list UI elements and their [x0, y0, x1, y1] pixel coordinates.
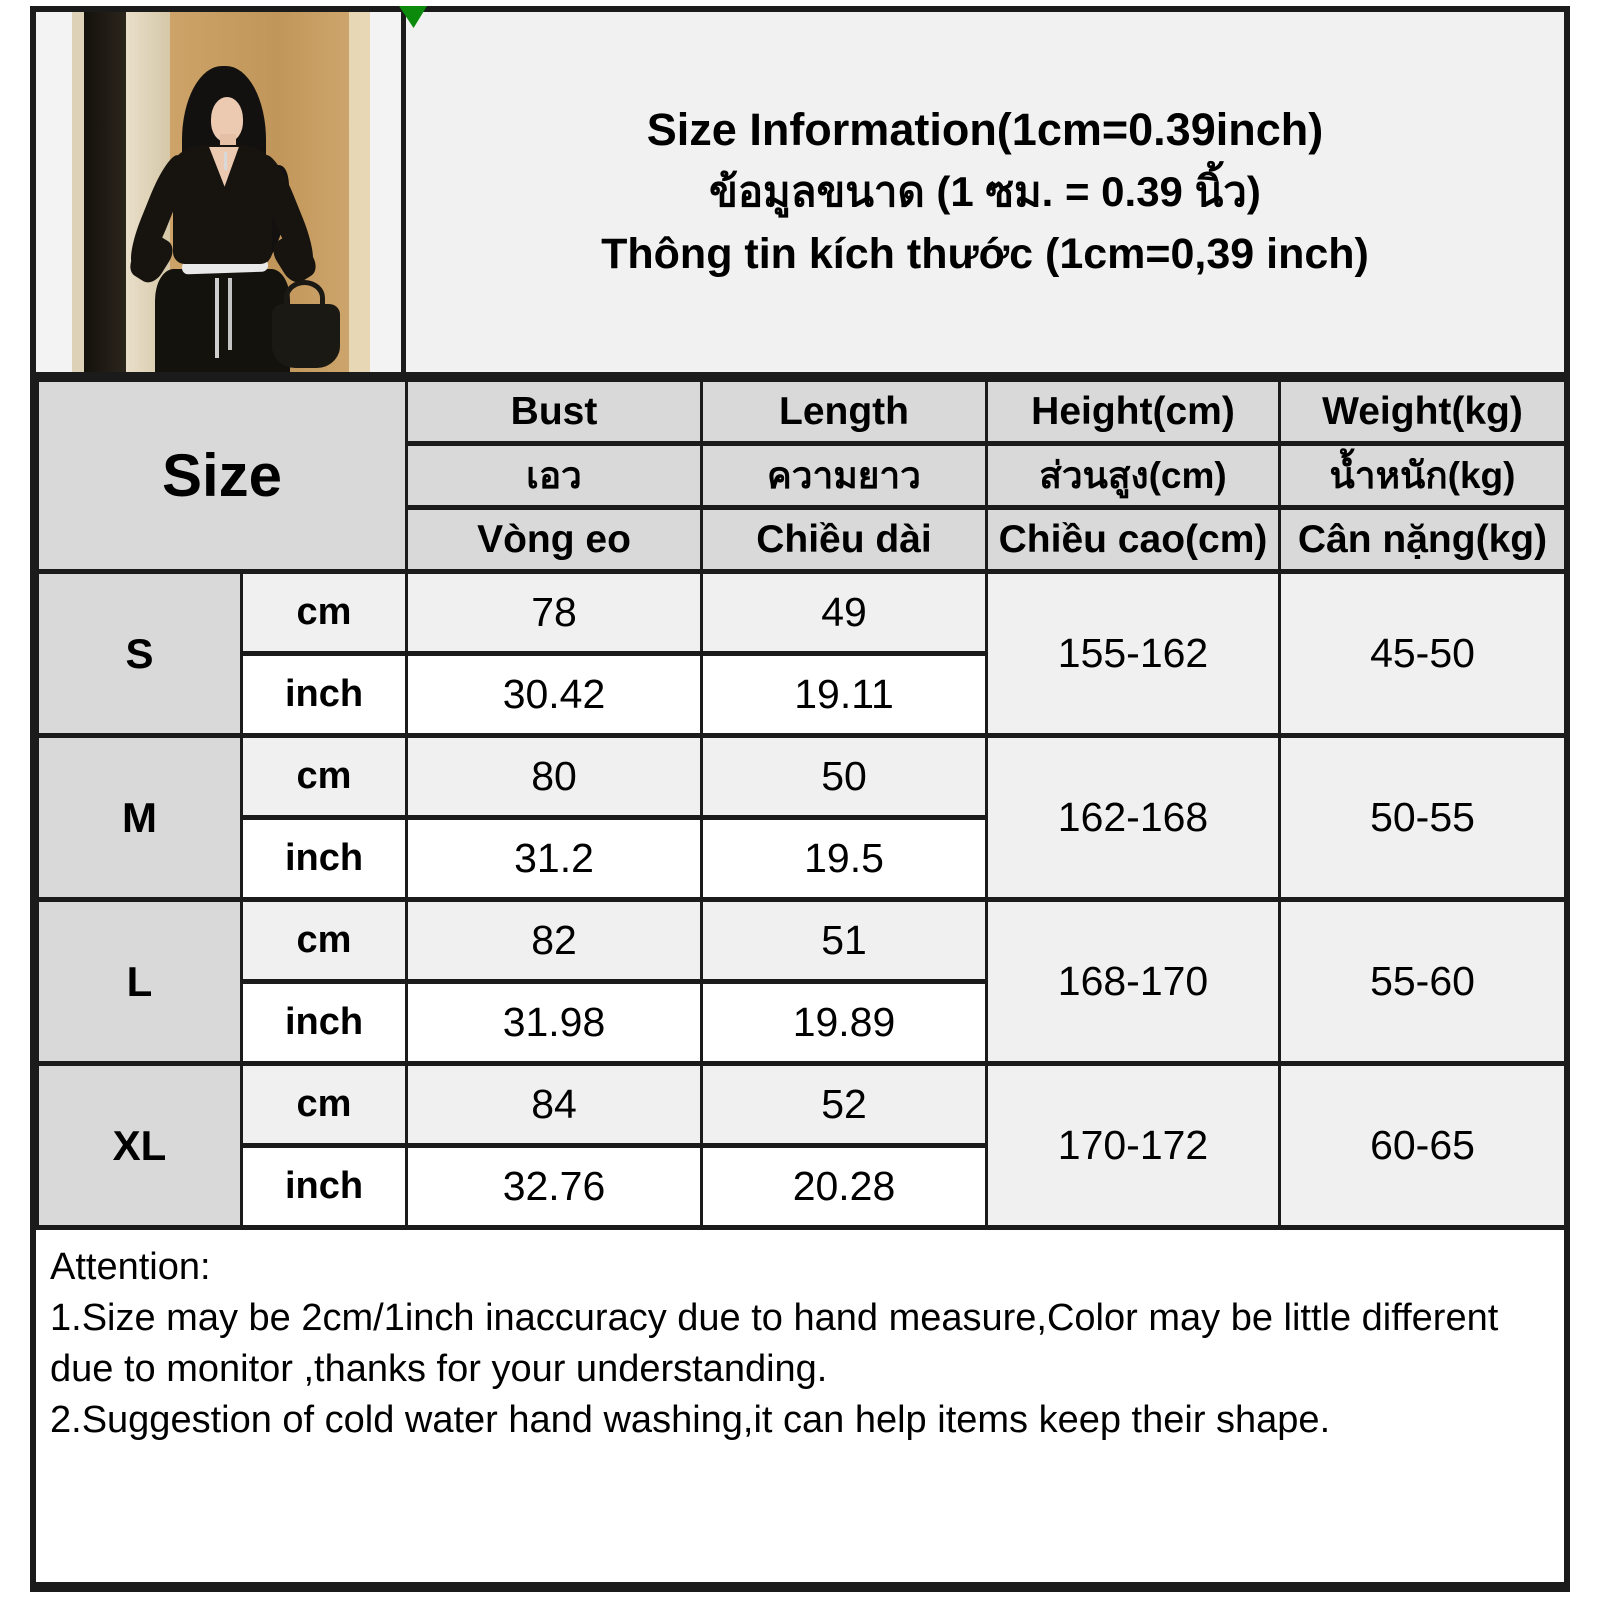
- col-header-height-th: ส่วนสูง(cm): [985, 441, 1281, 510]
- table-row-l-inch: inch 31.98 19.89: [38, 979, 1565, 1066]
- col-header-height-vi: Chiều cao(cm): [985, 505, 1281, 574]
- attention-note-2: 2.Suggestion of cold water hand washing,…: [50, 1399, 1331, 1441]
- l-weight-range: 55-60: [1278, 897, 1564, 1066]
- xl-length-cm: 52: [700, 1061, 988, 1148]
- m-length-cm: 50: [700, 733, 988, 820]
- header-row-vietnamese: Vòng eo Chiều dài Chiều cao(cm) Cân nặng…: [38, 505, 1564, 574]
- col-header-length-vi: Chiều dài: [700, 505, 988, 574]
- col-header-bust-vi: Vòng eo: [405, 505, 703, 574]
- photo-handbag-handle: [283, 280, 326, 317]
- m-length-inch: 19.5: [700, 815, 988, 902]
- photo-necklace: [223, 152, 227, 171]
- s-weight-range: 45-50: [1278, 569, 1564, 738]
- s-bust-inch: 30.42: [405, 651, 703, 738]
- table-row-m-inch: inch 31.2 19.5: [38, 815, 1565, 902]
- photo-dark-doorway: [83, 12, 126, 372]
- size-label-l: L: [36, 897, 243, 1066]
- l-bust-cm: 82: [405, 897, 703, 984]
- s-height-range: 155-162: [985, 569, 1281, 738]
- table-row-s-inch: inch 30.42 19.11: [38, 651, 1565, 738]
- title-thai: ข้อมูลขนาด (1 ซม. = 0.39 นิ้ว): [709, 168, 1261, 215]
- col-header-weight-th: น้ำหนัก(kg): [1278, 441, 1564, 510]
- col-header-weight-vi: Cân nặng(kg): [1278, 505, 1564, 574]
- product-photo: [72, 12, 370, 372]
- attention-section: Attention: 1.Size may be 2cm/1inch inacc…: [36, 1230, 1564, 1582]
- xl-weight-range: 60-65: [1278, 1061, 1564, 1230]
- col-header-height-en: Height(cm): [985, 377, 1281, 446]
- xl-height-range: 170-172: [985, 1061, 1281, 1230]
- unit-label-cm: cm: [240, 569, 408, 656]
- col-header-length-th: ความยาว: [700, 441, 988, 510]
- xl-length-inch: 20.28: [700, 1143, 988, 1230]
- photo-light-column: [349, 12, 370, 372]
- size-corner-header: Size: [36, 377, 408, 574]
- m-height-range: 162-168: [985, 733, 1281, 902]
- unit-label-cm: cm: [240, 897, 408, 984]
- col-header-length-en: Length: [700, 377, 988, 446]
- size-label-xl: XL: [36, 1061, 243, 1230]
- unit-label-inch: inch: [240, 979, 408, 1066]
- size-chart-sheet: Size Information(1cm=0.39inch) ข้อมูลขนา…: [30, 6, 1570, 1592]
- l-length-inch: 19.89: [700, 979, 988, 1066]
- s-length-cm: 49: [700, 569, 988, 656]
- header-section: Size Information(1cm=0.39inch) ข้อมูลขนา…: [36, 12, 1564, 377]
- header-row-thai: เอว ความยาว ส่วนสูง(cm) น้ำหนัก(kg): [38, 441, 1564, 510]
- photo-handbag: [271, 303, 341, 369]
- attention-note-1: 1.Size may be 2cm/1inch inaccuracy due t…: [50, 1297, 1499, 1390]
- title-english: Size Information(1cm=0.39inch): [646, 104, 1324, 155]
- col-header-bust-en: Bust: [405, 377, 703, 446]
- m-weight-range: 50-55: [1278, 733, 1564, 902]
- size-label-s: S: [36, 569, 243, 738]
- unit-label-inch: inch: [240, 651, 408, 738]
- col-header-weight-en: Weight(kg): [1278, 377, 1564, 446]
- l-bust-inch: 31.98: [405, 979, 703, 1066]
- m-bust-cm: 80: [405, 733, 703, 820]
- xl-bust-cm: 84: [405, 1061, 703, 1148]
- unit-label-cm: cm: [240, 733, 408, 820]
- table-row-m-cm: M cm 80 50 162-168 50-55: [36, 733, 1564, 902]
- photo-drawstring: [215, 278, 220, 358]
- product-photo-cell: [36, 12, 406, 372]
- table-row-l-cm: L cm 82 51 168-170 55-60: [36, 897, 1564, 1066]
- xl-bust-inch: 32.76: [405, 1143, 703, 1230]
- title-block: Size Information(1cm=0.39inch) ข้อมูลขนา…: [406, 12, 1564, 372]
- unit-label-cm: cm: [240, 1061, 408, 1148]
- photo-model-face: [210, 96, 244, 142]
- header-row-english: Size Bust Length Height(cm) Weight(kg): [36, 377, 1564, 574]
- photo-model-pants: [155, 269, 290, 372]
- table-row-xl-cm: XL cm 84 52 170-172 60-65: [36, 1061, 1564, 1230]
- l-height-range: 168-170: [985, 897, 1281, 1066]
- photo-drawstring-2: [228, 278, 233, 351]
- table-row-s-cm: S cm 78 49 155-162 45-50: [36, 569, 1564, 738]
- m-bust-inch: 31.2: [405, 815, 703, 902]
- unit-label-inch: inch: [240, 815, 408, 902]
- col-header-bust-th: เอว: [405, 441, 703, 510]
- size-table: Size Bust Length Height(cm) Weight(kg) เ…: [36, 377, 1565, 1230]
- table-row-xl-inch: inch 32.76 20.28: [38, 1143, 1565, 1230]
- size-label-m: M: [36, 733, 243, 902]
- s-bust-cm: 78: [405, 569, 703, 656]
- s-length-inch: 19.11: [700, 651, 988, 738]
- unit-label-inch: inch: [240, 1143, 408, 1230]
- title-vietnamese: Thông tin kích thước (1cm=0,39 inch): [601, 230, 1369, 278]
- l-length-cm: 51: [700, 897, 988, 984]
- attention-heading: Attention:: [50, 1246, 211, 1288]
- photo-wall-edge: [72, 12, 84, 372]
